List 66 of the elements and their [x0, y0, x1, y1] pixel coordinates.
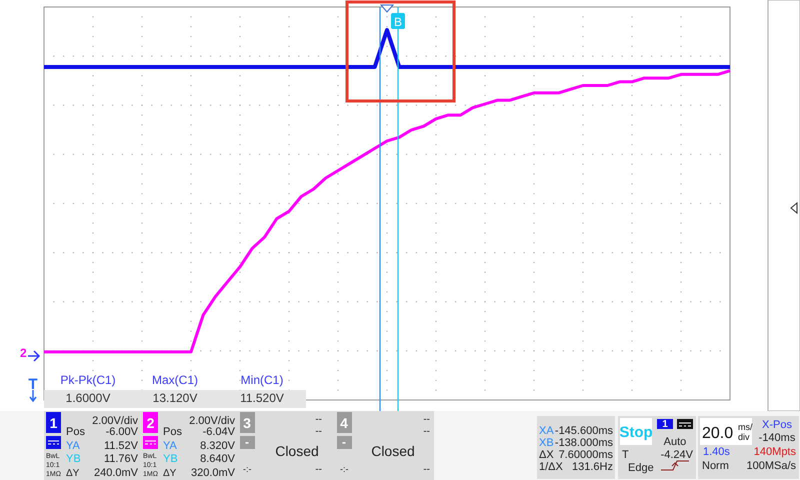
text: -138.000ms: [554, 437, 614, 449]
text: 11.52V: [104, 440, 139, 452]
text: 240.0mV: [94, 467, 139, 479]
text: 2.00V/div: [92, 415, 138, 427]
text: YA: [163, 440, 178, 452]
text: --: [315, 414, 322, 425]
text: Norm: [702, 460, 729, 472]
text: XA: [539, 425, 554, 437]
text: 2.00V/div: [189, 415, 236, 427]
text: Pos: [163, 426, 182, 438]
text: X-Pos: [762, 419, 792, 431]
text: -140ms: [758, 432, 796, 444]
text: YB: [163, 453, 178, 465]
text: 8.320V: [200, 440, 236, 452]
text: 100MSa/s: [746, 460, 796, 472]
text: 11.76V: [104, 453, 139, 465]
annotation: Min(C1): [240, 373, 284, 387]
text: -6.00V: [106, 426, 139, 438]
text: 131.6Hz: [572, 461, 613, 473]
text: ΔX: [539, 449, 554, 461]
text: 140Mpts: [754, 446, 796, 458]
text: 2: [146, 415, 155, 431]
annotation: 11.520V: [240, 391, 284, 405]
text: ΔY: [163, 468, 177, 479]
text: -4.24V: [660, 449, 694, 461]
annotation: 1.6000V: [66, 391, 110, 405]
text: 8.640V: [200, 453, 236, 465]
text: B: [394, 15, 402, 29]
text: --: [423, 426, 430, 437]
text: 1: [50, 415, 58, 431]
text: --: [423, 464, 430, 475]
text: --: [315, 464, 322, 475]
text: 20.0: [702, 425, 734, 442]
text: Stop: [619, 424, 653, 441]
text: Closed: [371, 443, 415, 459]
text: 1: [662, 419, 668, 430]
text: ΔY: [66, 468, 80, 479]
text: Closed: [275, 443, 319, 459]
text: -: [342, 435, 346, 449]
text: -: [245, 435, 249, 449]
text: 1/ΔX: [539, 461, 564, 473]
annotation: 13.120V: [152, 391, 198, 405]
text: -:-: [243, 464, 252, 474]
text: 4: [340, 415, 348, 431]
text: ms/: [738, 422, 753, 432]
text: --: [423, 414, 430, 425]
text: T: [28, 376, 38, 393]
text: --: [315, 426, 322, 437]
text: Auto: [664, 436, 686, 448]
text: XB: [539, 437, 554, 449]
text: 1.40s: [703, 446, 730, 458]
text: 7.60000ms: [558, 449, 614, 461]
text: YA: [66, 440, 81, 452]
annotation: Max(C1): [152, 373, 198, 387]
text: 320.0mV: [190, 467, 236, 479]
text: div: [738, 432, 750, 442]
text: -6.04V: [202, 426, 236, 438]
text: T: [622, 449, 629, 461]
text: Edge: [628, 462, 654, 474]
text: -:-: [340, 464, 348, 474]
text: 3: [243, 415, 252, 431]
text: Pos: [66, 426, 86, 438]
text: YB: [66, 453, 81, 465]
annotation: Pk-Pk(C1): [60, 373, 116, 387]
text: 2: [20, 346, 27, 360]
text: -145.600ms: [554, 425, 614, 437]
